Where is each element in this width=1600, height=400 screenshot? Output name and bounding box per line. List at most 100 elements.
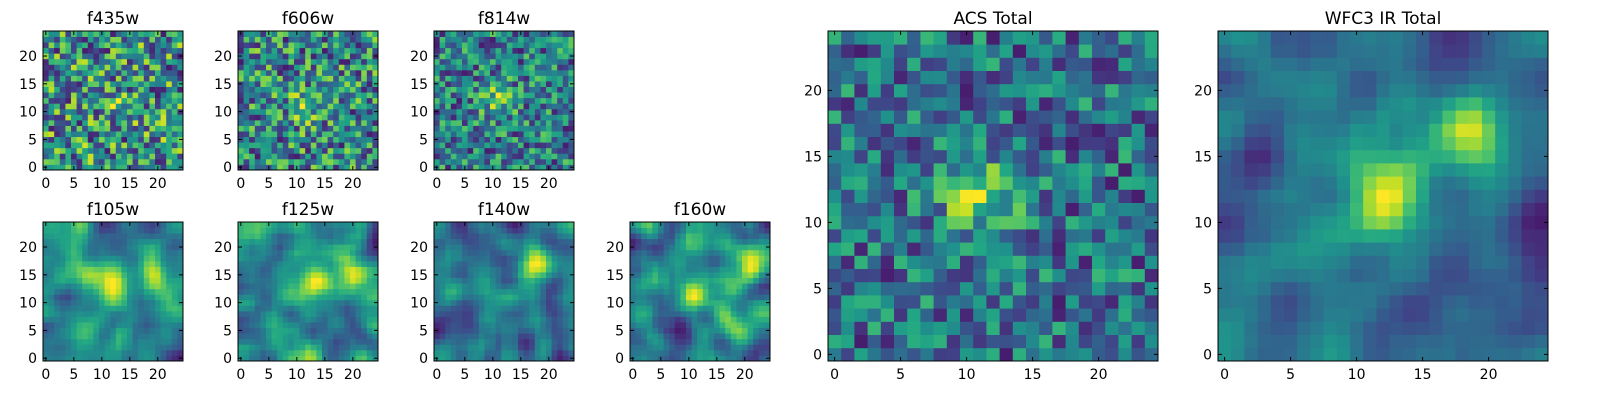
heatmap-cell <box>506 42 513 49</box>
heatmap-cell <box>71 75 77 82</box>
heatmap-cell <box>523 36 530 43</box>
heatmap-cell <box>1144 347 1159 362</box>
heatmap-cell <box>171 153 178 160</box>
heatmap-cell <box>501 142 508 149</box>
heatmap-cell <box>557 249 564 256</box>
heatmap-cell <box>736 266 743 273</box>
heatmap-cell <box>48 108 55 115</box>
heatmap-cell <box>65 299 72 306</box>
heatmap-cell <box>641 238 648 245</box>
y-tick-label: 10 <box>606 296 624 312</box>
heatmap-cell <box>730 310 737 317</box>
heatmap-cell <box>635 327 642 334</box>
heatmap-cell <box>355 103 362 110</box>
heatmap-cell <box>764 283 771 290</box>
heatmap-cell <box>288 272 295 278</box>
heatmap-cell <box>238 153 244 160</box>
heatmap-cell <box>742 344 748 351</box>
heatmap-cell <box>551 222 558 228</box>
heatmap-cell <box>127 288 133 295</box>
heatmap-cell <box>132 114 139 121</box>
heatmap-cell <box>686 310 692 317</box>
heatmap-cell <box>450 344 457 351</box>
heatmap-cell <box>484 322 491 329</box>
heatmap-cell <box>501 233 508 240</box>
heatmap-cell <box>299 272 306 278</box>
heatmap-cell <box>344 64 351 71</box>
heatmap-cell <box>260 114 267 121</box>
heatmap-cell <box>714 233 720 240</box>
heatmap-cell <box>880 176 895 190</box>
heatmap-cell <box>238 158 244 165</box>
heatmap-cell <box>350 58 356 65</box>
heatmap-cell <box>907 268 921 283</box>
heatmap-cell <box>132 344 139 351</box>
heatmap-cell <box>149 249 156 256</box>
heatmap-cell <box>299 97 306 104</box>
heatmap-cell <box>299 136 306 143</box>
heatmap-cell <box>529 36 536 43</box>
heatmap-cell <box>288 92 295 99</box>
heatmap-cell <box>132 238 139 245</box>
heatmap-cell <box>747 255 754 262</box>
heatmap-cell <box>372 158 379 165</box>
heatmap-cell <box>54 344 61 351</box>
heatmap-cell <box>288 355 295 362</box>
heatmap-cell <box>288 299 295 306</box>
heatmap-cell <box>680 333 687 340</box>
heatmap-cell <box>467 69 474 76</box>
heatmap-cell <box>501 260 508 267</box>
heatmap-cell <box>439 260 446 267</box>
heatmap-cell <box>1078 229 1093 243</box>
heatmap-cell <box>99 233 105 240</box>
heatmap-cell <box>646 266 653 273</box>
heatmap-cell <box>93 316 100 323</box>
heatmap-cell <box>462 114 468 121</box>
heatmap-cell <box>166 92 173 99</box>
heatmap-cell <box>282 147 289 154</box>
heatmap-cell <box>338 69 345 76</box>
heatmap-cell <box>506 255 513 262</box>
heatmap-cell <box>104 42 111 49</box>
heatmap-cell <box>299 266 306 273</box>
heatmap-cell <box>166 147 173 154</box>
heatmap-cell <box>518 136 524 143</box>
heatmap-cell <box>65 164 72 171</box>
heatmap-cell <box>110 86 117 93</box>
heatmap-cell <box>299 114 306 121</box>
heatmap-cell <box>557 355 564 362</box>
heatmap-cell <box>484 266 491 273</box>
heatmap-cell <box>48 69 55 76</box>
heatmap-cell <box>361 260 368 267</box>
heatmap-cell <box>501 299 508 306</box>
heatmap-cell <box>450 277 457 284</box>
heatmap-cell <box>462 86 468 93</box>
heatmap-cell <box>71 288 77 295</box>
heatmap-cell <box>243 158 250 165</box>
heatmap-cell <box>680 227 687 234</box>
heatmap-cell <box>99 349 105 356</box>
heatmap-cell <box>288 310 295 317</box>
heatmap-cell <box>266 86 272 93</box>
heatmap-cell <box>490 260 496 267</box>
heatmap-cell <box>1092 268 1106 283</box>
heatmap-cell <box>758 327 765 334</box>
heatmap-cell <box>999 215 1014 230</box>
heatmap-cell <box>478 299 485 306</box>
heatmap-cell <box>1144 202 1159 217</box>
heatmap-cell <box>490 142 496 149</box>
heatmap-cell <box>658 272 664 278</box>
heatmap-cell <box>65 316 72 323</box>
heatmap-cell <box>478 333 485 340</box>
heatmap-cell <box>149 294 156 301</box>
heatmap-cell <box>490 64 496 71</box>
heatmap-cell <box>562 108 569 115</box>
heatmap-cell <box>473 316 480 323</box>
heatmap-cell <box>99 125 105 132</box>
heatmap-cell <box>316 305 323 312</box>
heatmap-cell <box>697 238 704 245</box>
heatmap-cell <box>697 305 704 312</box>
heatmap-cell <box>149 75 156 82</box>
heatmap-cell <box>338 288 345 295</box>
heatmap-cell <box>467 333 474 340</box>
